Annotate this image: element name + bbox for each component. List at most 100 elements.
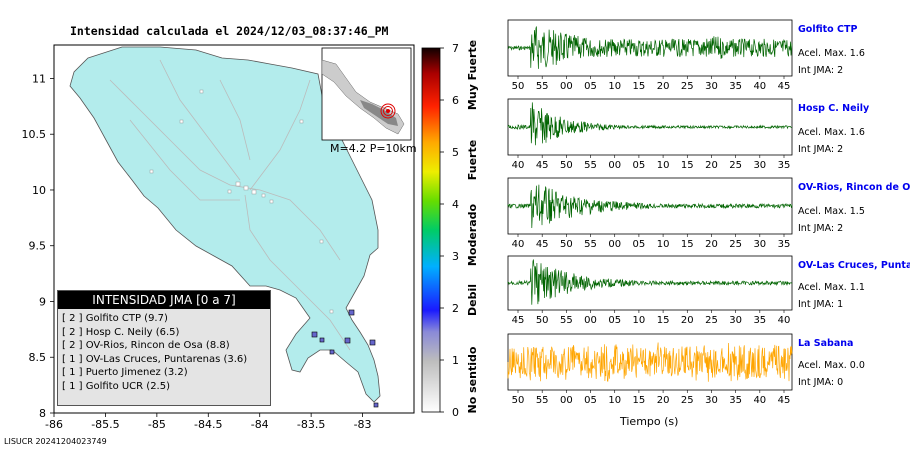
colorbar-tick-label: 0: [452, 406, 459, 419]
waveform-tick-label: 30: [753, 239, 766, 250]
waveform-tick-label: 20: [681, 315, 694, 326]
time-axis-label: Tiempo (s): [620, 415, 679, 428]
intensity-legend: INTENSIDAD JMA [0 a 7] [ 2 ] Golfito CTP…: [57, 290, 271, 406]
station-int: Int JMA: 0: [798, 377, 844, 388]
colorbar-tick-label: 1: [452, 354, 459, 367]
map-x-tick-label: -86: [45, 418, 63, 431]
map-x-tick-label: -84: [251, 418, 269, 431]
map-y-tick-label: 8.5: [29, 351, 47, 364]
waveform-tick-label: 00: [584, 315, 597, 326]
footer-code: LISUCR 20241204023749: [4, 437, 107, 446]
station-name[interactable]: La Sabana: [798, 338, 854, 349]
epicenter-marker: [380, 103, 396, 119]
map-y-tick-label: 9.5: [29, 240, 47, 253]
station-acel: Acel. Max. 1.6: [798, 48, 865, 59]
waveform-tick-label: 00: [608, 239, 621, 250]
colorbar-ticks: 0 1 2 3 4 5 6 7: [440, 42, 459, 419]
station-int: Int JMA: 1: [798, 299, 844, 310]
waveform-tick-label: 10: [657, 239, 670, 250]
waveform-tick-label: 55: [536, 395, 549, 406]
map-y-tick-label: 9: [39, 295, 46, 308]
waveform-trace: [507, 184, 793, 229]
waveform-tick-label: 45: [512, 315, 525, 326]
map-x-tick-label: -83: [354, 418, 372, 431]
legend-item: [ 1 ] OV-Las Cruces, Puntarenas (3.6): [62, 353, 248, 365]
waveform-tick-label: 15: [681, 239, 694, 250]
inset-country: [360, 100, 398, 126]
waveform-tick-label: 15: [633, 395, 646, 406]
colorbar-tick-label: 4: [452, 198, 459, 211]
waveform-tick-label: 00: [608, 160, 621, 171]
waveform-tick-label: 30: [729, 315, 742, 326]
map-y-tick-label: 8: [39, 407, 46, 420]
waveform-tick-label: 45: [536, 160, 549, 171]
waveform-tick-label: 05: [633, 160, 646, 171]
waveform-panel: 40 45 50 55 00 05 10 15 20 25 30 35: [507, 98, 793, 171]
waveform-tick-label: 20: [657, 81, 670, 92]
station-acel: Acel. Max. 1.6: [798, 127, 865, 138]
map-y-tick-label: 11: [32, 72, 46, 85]
waveform-tick-label: 25: [681, 395, 694, 406]
station-int: Int JMA: 2: [798, 223, 844, 234]
waveform-tick-label: 30: [705, 395, 718, 406]
waveform-tick-label: 35: [729, 395, 742, 406]
waveform-tick-label: 40: [512, 239, 525, 250]
station-name[interactable]: OV-Rios, Rincon de Os: [798, 182, 910, 193]
waveform-tick-label: 45: [778, 81, 791, 92]
station-int: Int JMA: 2: [798, 144, 844, 155]
station-name[interactable]: Hosp C. Neily: [798, 103, 870, 114]
inset-label: M=4.2 P=10km: [330, 142, 417, 155]
waveform-panel: 40 45 50 55 00 05 10 15 20 25 30 35: [507, 177, 793, 250]
waveform-tick-label: 40: [512, 160, 525, 171]
legend-item: [ 2 ] Hosp C. Neily (6.5): [62, 326, 180, 338]
waveform-tick-label: 10: [608, 81, 621, 92]
waveform-tick-label: 00: [560, 395, 573, 406]
waveform-tick-label: 35: [753, 315, 766, 326]
waveform-trace: [507, 259, 793, 305]
waveform-tick-label: 25: [705, 315, 718, 326]
intensity-colorbar: [421, 47, 441, 413]
waveform-tick-label: 05: [584, 395, 597, 406]
waveform-tick-label: 50: [512, 395, 525, 406]
station-name[interactable]: OV-Las Cruces, Puntar: [798, 260, 910, 271]
station-name[interactable]: Golfito CTP: [798, 24, 858, 35]
map-y-ticks: 8 8.5 9 9.5 10 10.5 11: [22, 72, 54, 420]
waveform-tick-label: 15: [681, 160, 694, 171]
legend-item: [ 2 ] Golfito CTP (9.7): [62, 313, 168, 324]
waveform-tick-label: 05: [633, 239, 646, 250]
colorbar-tick-label: 6: [452, 94, 459, 107]
colorbar-category-label: Muy Fuerte: [466, 40, 479, 110]
station-markers: [311, 309, 379, 408]
waveform-tick-label: 10: [633, 315, 646, 326]
colorbar-category-label: Moderado: [466, 204, 479, 267]
waveform-tick-label: 55: [560, 315, 573, 326]
legend-list: [ 2 ] Golfito CTP (9.7) [ 2 ] Hosp C. Ne…: [62, 312, 270, 393]
waveform-tick-label: 05: [608, 315, 621, 326]
waveform-tick-label: 30: [705, 81, 718, 92]
page-title: Intensidad calculada el 2024/12/03_08:37…: [70, 24, 389, 38]
waveform-tick-label: 20: [657, 395, 670, 406]
waveform-panel: 50 55 00 05 10 15 20 25 30 35 40 45: [507, 333, 793, 406]
legend-title: INTENSIDAD JMA [0 a 7]: [58, 291, 270, 309]
waveform-tick-label: 30: [753, 160, 766, 171]
waveform-tick-label: 10: [657, 160, 670, 171]
map-x-ticks: -86 -85.5 -85 -84.5 -84 -83.5 -83: [45, 413, 372, 431]
waveform-tick-label: 15: [657, 315, 670, 326]
colorbar-labels: No sentido Debil Moderado Fuerte Muy Fuerte: [466, 40, 479, 414]
map-x-tick-label: -84.5: [194, 418, 222, 431]
waveform-panel: 50 55 00 05 10 15 20 25 30 35 40 45: [507, 19, 793, 92]
waveform-tick-label: 55: [584, 160, 597, 171]
map-x-tick-label: -85: [148, 418, 166, 431]
waveform-tick-label: 20: [705, 160, 718, 171]
waveform-tick-label: 45: [536, 239, 549, 250]
colorbar-tick-label: 5: [452, 146, 459, 159]
waveform-tick-label: 50: [560, 160, 573, 171]
waveform-tick-label: 50: [512, 81, 525, 92]
station-int: Int JMA: 2: [798, 65, 844, 76]
colorbar-tick-label: 2: [452, 302, 459, 315]
station-acel: Acel. Max. 1.1: [798, 282, 865, 293]
waveform-tick-label: 55: [536, 81, 549, 92]
waveform-tick-label: 50: [560, 239, 573, 250]
waveform-tick-label: 10: [608, 395, 621, 406]
